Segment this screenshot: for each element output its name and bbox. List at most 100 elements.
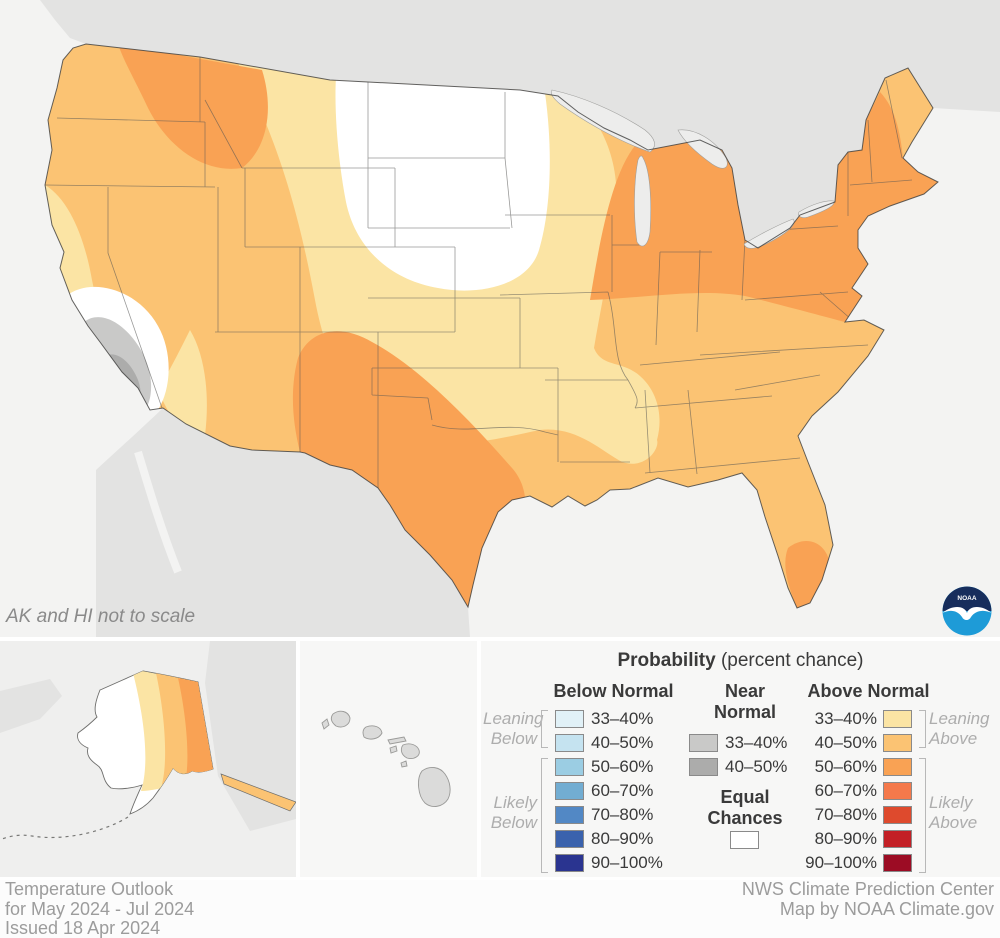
- legend-header-near-normal: Near Normal: [713, 681, 776, 722]
- below-range-60-70: 60–70%: [591, 781, 654, 800]
- legend-near-rows: 33–40% 40–50%: [689, 731, 787, 779]
- label-line: Below: [490, 813, 537, 832]
- region-above-50-60-northeast: [590, 92, 938, 322]
- below-swatch-90-100: [555, 854, 584, 872]
- label-line: Leaning: [929, 709, 990, 728]
- lake-michigan: [634, 155, 652, 247]
- ak-region-50-60: [178, 678, 213, 778]
- footer-credit: Map by NOAA Climate.gov: [779, 898, 994, 919]
- region-above-50-60-southwest-texas: [292, 331, 526, 607]
- legend-row: 40–50%: [689, 755, 787, 779]
- us-outline: [44, 43, 939, 609]
- above-swatch-60-70: [883, 782, 912, 800]
- russia-land: [0, 679, 62, 733]
- gulf-of-california: [134, 450, 182, 574]
- noaa-logo-sky: [942, 586, 992, 611]
- near-range-33-40: 33–40%: [725, 733, 788, 752]
- above-range-50-60: 50–60%: [814, 757, 877, 776]
- above-swatch-40-50: [883, 734, 912, 752]
- conus-map: [0, 0, 1000, 637]
- near-swatch-40-50: [689, 758, 718, 776]
- below-swatch-60-70: [555, 782, 584, 800]
- lake-erie: [743, 218, 795, 249]
- legend-row: 70–80%: [793, 803, 912, 827]
- label-line: Leaning: [483, 709, 544, 728]
- legend-row: 40–50%: [555, 731, 663, 755]
- legend-row: 50–60%: [555, 755, 663, 779]
- noaa-logo-text: NOAA: [957, 595, 976, 602]
- footer-issued: Issued 18 Apr 2024: [5, 918, 161, 938]
- hawaii-map: [321, 710, 451, 807]
- lake-huron: [677, 129, 728, 169]
- legend-row: 70–80%: [555, 803, 663, 827]
- island-kahoolawe: [400, 760, 408, 768]
- alaska-map: [0, 641, 296, 840]
- above-range-90-100: 90–100%: [805, 853, 877, 872]
- hawaii-inset-panel: [300, 641, 477, 877]
- label-line: Below: [490, 729, 537, 748]
- bracket-leaning-below: [541, 710, 548, 748]
- legend-above-rows: 33–40% 40–50% 50–60% 60–70% 70–80% 80–90…: [793, 707, 912, 875]
- label-leaning-above: Leaning Above: [929, 709, 990, 749]
- canada-land: [0, 0, 1000, 248]
- island-hawaii: [418, 767, 451, 807]
- equal-chances-line2: Chances: [707, 808, 783, 828]
- island-lanai: [389, 745, 398, 754]
- ak-panhandle: [220, 773, 296, 812]
- equal-chances-swatch: [730, 831, 759, 849]
- below-swatch-70-80: [555, 806, 584, 824]
- legend-below-rows: 33–40% 40–50% 50–60% 60–70% 70–80% 80–90…: [555, 707, 663, 875]
- region-above-33-40-california-coast: [45, 185, 122, 361]
- legend-row: 80–90%: [793, 827, 912, 851]
- region-equal-chances-plains: [335, 76, 550, 291]
- label-line: Above: [929, 813, 978, 832]
- legend-row: 90–100%: [793, 851, 912, 875]
- above-swatch-33-40: [883, 710, 912, 728]
- aleutian-islands: [2, 814, 130, 837]
- legend-row: 50–60%: [793, 755, 912, 779]
- footer-agency: NWS Climate Prediction Center: [741, 879, 994, 899]
- legend-header-below-normal: Below Normal: [553, 681, 674, 701]
- footer-left-text: Temperature Outlook for May 2024 - Jul 2…: [5, 879, 195, 938]
- below-range-50-60: 50–60%: [591, 757, 654, 776]
- label-likely-above: Likely Above: [929, 793, 989, 833]
- label-leaning-below: Leaning Below: [483, 709, 544, 749]
- region-above-33-40-west-arizona: [158, 330, 207, 444]
- legend-row: 40–50%: [793, 731, 912, 755]
- above-range-40-50: 40–50%: [814, 733, 877, 752]
- legend-header-above-normal: Above Normal: [807, 681, 930, 701]
- label-line: Likely: [493, 793, 537, 812]
- footer-right-text: NWS Climate Prediction Center Map by NOA…: [741, 879, 994, 919]
- island-oahu: [362, 725, 383, 740]
- bracket-likely-below: [541, 758, 548, 873]
- near-range-40-50: 40–50%: [725, 757, 788, 776]
- alaska-inset-panel: [0, 641, 296, 877]
- above-swatch-80-90: [883, 830, 912, 848]
- legend-panel: Probability (percent chance) Below Norma…: [481, 641, 1000, 877]
- legend-row: 60–70%: [555, 779, 663, 803]
- legend-row: 90–100%: [555, 851, 663, 875]
- island-maui: [400, 743, 420, 759]
- footer-title: Temperature Outlook: [5, 879, 174, 899]
- bracket-likely-above: [919, 758, 926, 873]
- label-likely-below: Likely Below: [483, 793, 537, 833]
- legend-row: 33–40%: [555, 707, 663, 731]
- above-range-70-80: 70–80%: [814, 805, 877, 824]
- footer-period: for May 2024 - Jul 2024: [5, 898, 195, 919]
- above-range-80-90: 80–90%: [814, 829, 877, 848]
- legend-row: 60–70%: [793, 779, 912, 803]
- label-line: Above: [929, 729, 978, 748]
- scale-note: AK and HI not to scale: [6, 606, 196, 627]
- mexico-land: [96, 408, 470, 637]
- above-range-33-40: 33–40%: [814, 709, 877, 728]
- below-range-80-90: 80–90%: [591, 829, 654, 848]
- above-swatch-50-60: [883, 758, 912, 776]
- below-swatch-50-60: [555, 758, 584, 776]
- below-range-40-50: 40–50%: [591, 733, 654, 752]
- noaa-logo-gull-icon: [942, 606, 992, 620]
- equal-chances-label: Equal Chances: [695, 787, 795, 829]
- below-range-70-80: 70–80%: [591, 805, 654, 824]
- above-swatch-70-80: [883, 806, 912, 824]
- legend-row: 33–40%: [689, 731, 787, 755]
- noaa-logo: NOAA: [942, 586, 992, 636]
